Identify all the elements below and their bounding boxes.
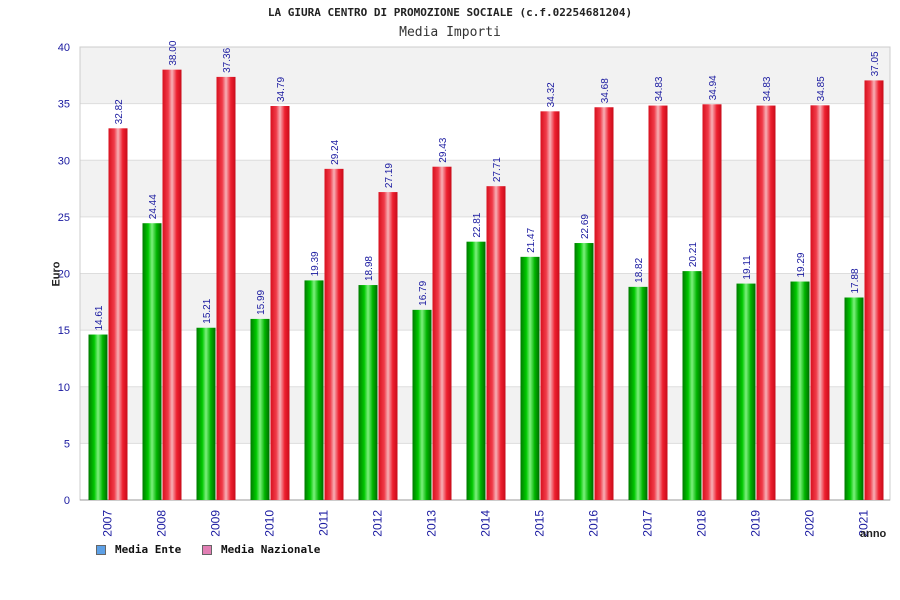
data-label: 27.71 xyxy=(492,157,503,182)
y-tick-label: 15 xyxy=(58,325,70,337)
x-tick-label: 2008 xyxy=(155,510,169,537)
legend-swatch-media-ente xyxy=(96,544,106,555)
bar-media-nazionale xyxy=(540,111,560,501)
data-label: 19.11 xyxy=(742,255,753,280)
x-tick-label: 2012 xyxy=(371,510,385,537)
y-tick-label: 35 xyxy=(58,99,70,111)
y-tick-label: 20 xyxy=(58,269,70,281)
legend-label-media-nazionale: Media Nazionale xyxy=(221,543,321,556)
x-tick-label: 2009 xyxy=(209,510,223,537)
bar-media-nazionale xyxy=(648,105,668,501)
data-label: 21.47 xyxy=(526,227,537,252)
legend-item-media-nazionale: Media Nazionale xyxy=(202,543,320,556)
x-tick-label: 2010 xyxy=(263,510,277,537)
data-label: 16.79 xyxy=(418,280,429,305)
bar-media-nazionale xyxy=(432,166,452,500)
data-label: 22.81 xyxy=(472,212,483,237)
bar-media-nazionale xyxy=(270,106,290,501)
data-label: 19.29 xyxy=(796,252,807,277)
bar-media-ente xyxy=(412,309,432,500)
bar-media-ente xyxy=(358,285,378,500)
bar-media-nazionale xyxy=(108,128,128,500)
chart-subtitle: Media Importi xyxy=(399,25,501,40)
bar-media-ente xyxy=(574,243,594,500)
grid-band xyxy=(80,160,890,217)
data-label: 22.69 xyxy=(580,214,591,239)
data-label: 17.88 xyxy=(850,268,861,293)
data-label: 18.82 xyxy=(634,257,645,282)
y-tick-label: 25 xyxy=(58,212,70,224)
data-label: 32.82 xyxy=(114,99,125,124)
grid-band xyxy=(80,47,890,104)
data-label: 37.05 xyxy=(870,51,881,76)
grid-band xyxy=(80,103,890,161)
data-label: 29.43 xyxy=(438,137,449,162)
data-label: 34.79 xyxy=(276,77,287,102)
data-label: 34.83 xyxy=(654,76,665,101)
x-tick-label: 2015 xyxy=(533,510,547,537)
data-label: 15.99 xyxy=(256,289,267,314)
bar-media-nazionale xyxy=(486,186,506,500)
y-tick-label: 30 xyxy=(58,155,70,167)
x-tick-label: 2007 xyxy=(101,510,115,537)
y-tick-label: 0 xyxy=(64,495,70,507)
bar-media-ente xyxy=(844,297,864,500)
bar-media-nazionale xyxy=(162,69,182,501)
x-axis-label: anno xyxy=(860,528,887,540)
bar-media-nazionale xyxy=(216,76,236,500)
x-tick-label: 2013 xyxy=(425,510,439,537)
bar-media-nazionale xyxy=(864,80,884,500)
data-label: 34.83 xyxy=(762,76,773,101)
bar-media-ente xyxy=(682,271,702,500)
bar-media-ente xyxy=(466,241,486,500)
legend-item-media-ente: Media Ente xyxy=(96,543,181,556)
x-tick-label: 2017 xyxy=(641,510,655,537)
data-label: 20.21 xyxy=(688,242,699,267)
x-tick-label: 2020 xyxy=(803,510,817,537)
bar-media-nazionale xyxy=(324,168,344,500)
data-label: 34.32 xyxy=(546,82,557,107)
y-tick-label: 10 xyxy=(58,382,70,394)
data-label: 37.36 xyxy=(222,47,233,72)
data-label: 18.98 xyxy=(364,256,375,281)
bar-media-ente xyxy=(196,327,216,500)
bar-media-nazionale xyxy=(810,105,830,500)
data-label: 19.39 xyxy=(310,251,321,276)
y-axis-label: Euro xyxy=(50,261,63,287)
x-tick-label: 2021 xyxy=(857,510,871,537)
bar-media-nazionale xyxy=(594,107,614,501)
data-label: 38.00 xyxy=(168,40,179,65)
bar-media-ente xyxy=(88,334,108,500)
x-tick-label: 2011 xyxy=(317,510,331,536)
bar-media-nazionale xyxy=(756,105,776,501)
bar-media-ente xyxy=(142,223,162,501)
legend-swatch-media-nazionale xyxy=(202,544,212,555)
data-label: 34.68 xyxy=(600,78,611,103)
chart-title: LA GIURA CENTRO DI PROMOZIONE SOCIALE (c… xyxy=(267,6,633,19)
legend-label-media-ente: Media Ente xyxy=(115,543,182,556)
x-tick-label: 2016 xyxy=(587,510,601,537)
data-label: 24.44 xyxy=(148,194,159,219)
bar-media-nazionale xyxy=(702,104,722,500)
x-tick-label: 2019 xyxy=(749,510,763,537)
bar-media-ente xyxy=(520,256,540,500)
data-label: 27.19 xyxy=(384,163,395,188)
bar-media-ente xyxy=(250,318,270,500)
data-label: 15.21 xyxy=(202,298,213,323)
bar-media-nazionale xyxy=(378,192,398,501)
bar-media-ente xyxy=(628,286,648,500)
bar-media-ente xyxy=(304,280,324,500)
data-label: 29.24 xyxy=(330,139,341,164)
bar-media-ente xyxy=(736,283,756,500)
data-label: 34.85 xyxy=(816,76,827,101)
data-label: 34.94 xyxy=(708,75,719,100)
y-tick-label: 40 xyxy=(58,42,70,54)
bar-media-ente xyxy=(790,281,810,500)
data-label: 14.61 xyxy=(94,305,105,330)
x-tick-label: 2014 xyxy=(479,510,493,537)
x-tick-label: 2018 xyxy=(695,510,709,537)
y-tick-label: 5 xyxy=(64,438,70,450)
